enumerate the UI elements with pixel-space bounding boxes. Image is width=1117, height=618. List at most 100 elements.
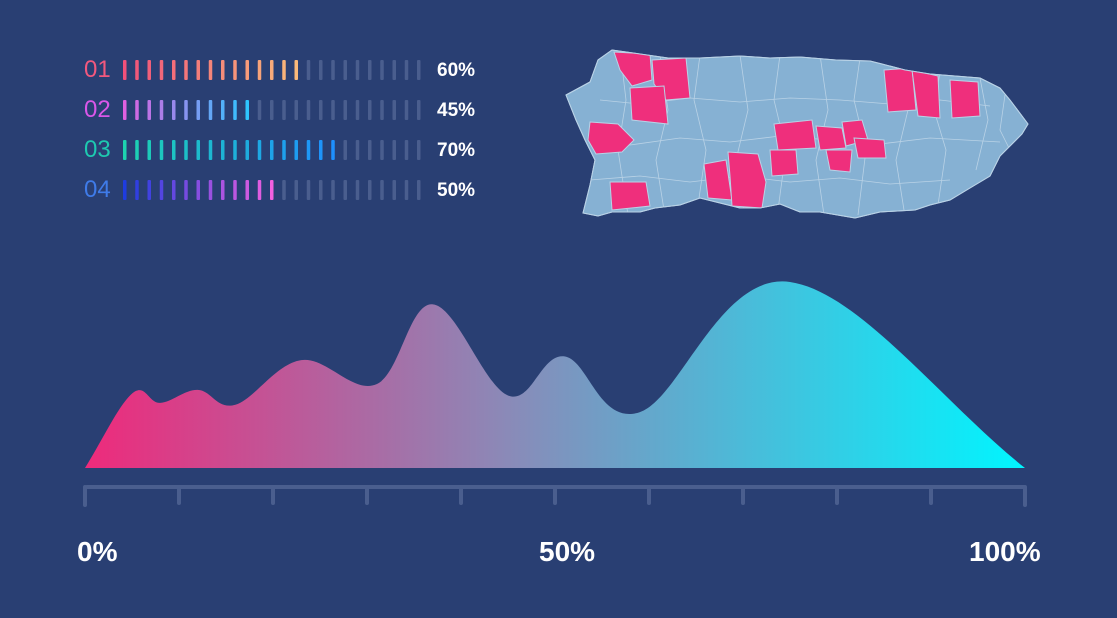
progress-segment-filled — [294, 140, 298, 160]
progress-segment-filled — [221, 140, 225, 160]
progress-segment-filled — [196, 60, 200, 80]
progress-row-value: 50% — [437, 180, 476, 201]
progress-segment-empty — [380, 140, 384, 160]
progress-segment-filled — [208, 180, 213, 200]
progress-segment-empty — [282, 180, 286, 200]
progress-segment-filled — [270, 60, 274, 80]
progress-segment-filled — [135, 180, 139, 200]
map-region-highlight — [883, 67, 917, 113]
progress-segment-empty — [355, 180, 360, 200]
axis-tick — [1023, 485, 1027, 507]
progress-segment-filled — [123, 180, 127, 200]
progress-segment-empty — [331, 60, 335, 80]
progress-segment-empty — [392, 180, 396, 200]
progress-segment-filled — [257, 180, 262, 200]
axis-tick-label: 50% — [539, 536, 596, 567]
progress-segment-empty — [282, 100, 286, 120]
progress-segment-filled — [147, 100, 151, 120]
map-region-highlight — [853, 137, 887, 159]
puerto-rico-map — [565, 49, 1029, 219]
axis-tick-label: 100% — [969, 536, 1041, 567]
progress-segment-empty — [331, 100, 335, 120]
axis-tick — [647, 485, 651, 505]
progress-segment-empty — [392, 60, 396, 80]
progress-segment-empty — [343, 180, 347, 200]
map-region-highlight — [769, 149, 799, 177]
progress-segment-filled — [123, 100, 127, 120]
progress-row-value: 60% — [437, 60, 476, 81]
progress-row-number: 02 — [84, 96, 111, 123]
progress-segment-empty — [319, 100, 323, 120]
map-region-highlight — [587, 121, 635, 155]
axis-tick — [741, 485, 745, 505]
progress-segment-filled — [196, 180, 200, 200]
progress-segment-empty — [368, 60, 372, 80]
progress-segment-filled — [245, 180, 249, 200]
progress-segment-filled — [233, 180, 237, 200]
progress-segment-empty — [368, 100, 372, 120]
progress-segment-filled — [257, 140, 262, 160]
progress-segment-filled — [196, 140, 200, 160]
progress-segment-filled — [208, 60, 213, 80]
map-region-highlight — [629, 85, 669, 125]
progress-segment-filled — [306, 140, 311, 160]
map-region-highlight — [727, 151, 767, 209]
progress-segment-empty — [380, 60, 384, 80]
progress-segment-filled — [135, 140, 139, 160]
map-region-highlight — [825, 149, 853, 173]
progress-segment-filled — [221, 60, 225, 80]
progress-segment-empty — [331, 180, 335, 200]
axis-tick — [553, 485, 557, 505]
progress-segment-filled — [172, 180, 176, 200]
progress-segment-filled — [208, 140, 213, 160]
progress-segment-filled — [221, 180, 225, 200]
progress-segment-empty — [404, 100, 409, 120]
progress-segment-empty — [355, 100, 360, 120]
progress-segment-filled — [184, 60, 188, 80]
progress-segment-empty — [306, 100, 311, 120]
progress-row-value: 45% — [437, 100, 476, 121]
progress-segment-filled — [159, 140, 164, 160]
progress-segment-empty — [417, 140, 421, 160]
progress-segment-filled — [135, 60, 139, 80]
map-region-highlight — [773, 119, 817, 151]
progress-segment-filled — [184, 180, 188, 200]
progress-segment-filled — [282, 140, 286, 160]
progress-segment-empty — [417, 60, 421, 80]
axis-tick — [459, 485, 463, 505]
progress-row-value: 70% — [437, 140, 476, 161]
progress-segment-filled — [221, 100, 225, 120]
progress-segment-empty — [380, 100, 384, 120]
progress-segment-filled — [245, 60, 249, 80]
axis-tick — [83, 485, 87, 507]
segmented-progress-bars — [123, 60, 421, 200]
progress-segment-empty — [294, 180, 298, 200]
progress-segment-filled — [233, 140, 237, 160]
progress-row-number: 04 — [84, 176, 111, 203]
progress-segment-filled — [270, 180, 274, 200]
axis-tick — [365, 485, 369, 505]
progress-segment-filled — [184, 100, 188, 120]
progress-segment-filled — [159, 100, 164, 120]
progress-segment-empty — [343, 140, 347, 160]
progress-segment-empty — [319, 60, 323, 80]
progress-segment-filled — [282, 60, 286, 80]
progress-segment-filled — [147, 140, 151, 160]
map-region-highlight — [815, 125, 847, 151]
progress-segment-empty — [368, 180, 372, 200]
area-series — [85, 281, 1025, 468]
progress-segment-filled — [123, 140, 127, 160]
progress-segment-empty — [270, 100, 274, 120]
progress-segment-filled — [159, 180, 164, 200]
progress-segment-empty — [392, 100, 396, 120]
progress-segment-filled — [196, 100, 200, 120]
progress-segment-filled — [147, 180, 151, 200]
map-region-highlight — [609, 181, 651, 211]
progress-segment-filled — [245, 100, 249, 120]
axis-tick — [177, 485, 181, 505]
progress-segment-filled — [172, 140, 176, 160]
progress-segment-filled — [159, 60, 164, 80]
progress-segment-empty — [417, 180, 421, 200]
progress-row-number: 01 — [84, 56, 111, 83]
